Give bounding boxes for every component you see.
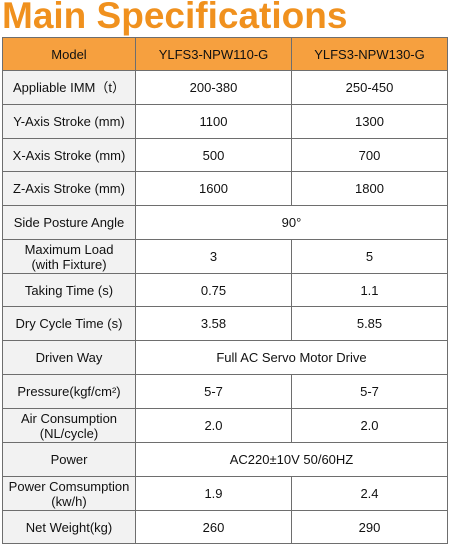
row-label: Dry Cycle Time (s) [2, 306, 136, 341]
row-label: Side Posture Angle [2, 205, 136, 240]
row-value-130: 2.4 [291, 476, 448, 511]
header-model-130: YLFS3-NPW130-G [291, 37, 448, 71]
row-value-130: 1800 [291, 171, 448, 206]
row-value-130: 5-7 [291, 374, 448, 409]
row-value-130: 5 [291, 239, 448, 274]
row-label-line1: Power Comsumption [8, 478, 130, 494]
row-label-line2: (with Fixture) [31, 256, 107, 272]
row-label: Net Weight(kg) [2, 510, 136, 544]
row-value-130: 2.0 [291, 408, 448, 443]
table-row: Pressure(kgf/cm²) 5-7 5-7 [2, 374, 448, 409]
row-label: Z-Axis Stroke (mm) [2, 171, 136, 206]
row-value-merged: AC220±10V 50/60HZ [135, 442, 448, 477]
table-row: Taking Time (s) 0.75 1.1 [2, 273, 448, 307]
row-label-line1: Air Consumption [20, 410, 118, 426]
row-value-merged: 90° [135, 205, 448, 240]
table-row: Air Consumption (NL/cycle) 2.0 2.0 [2, 408, 448, 443]
row-label: Power Comsumption (kw/h) [2, 476, 136, 511]
table-row: Side Posture Angle 90° [2, 205, 448, 240]
table-row: Appliable IMM（t） 200-380 250-450 [2, 70, 448, 105]
table-row: Power Comsumption (kw/h) 1.9 2.4 [2, 476, 448, 511]
table-row: Driven Way Full AC Servo Motor Drive [2, 340, 448, 375]
page-title: Main Specifications [2, 0, 348, 36]
row-value-110: 0.75 [135, 273, 292, 307]
spec-table: Model YLFS3-NPW110-G YLFS3-NPW130-G Appl… [2, 37, 448, 544]
table-row: Z-Axis Stroke (mm) 1600 1800 [2, 171, 448, 206]
row-label: Taking Time (s) [2, 273, 136, 307]
table-row: Maximum Load (with Fixture) 3 5 [2, 239, 448, 274]
row-value-110: 2.0 [135, 408, 292, 443]
header-model-label: Model [2, 37, 136, 71]
row-value-110: 500 [135, 138, 292, 172]
row-value-130: 1300 [291, 104, 448, 139]
row-value-110: 3 [135, 239, 292, 274]
row-value-110: 260 [135, 510, 292, 544]
row-label: Pressure(kgf/cm²) [2, 374, 136, 409]
row-value-130: 290 [291, 510, 448, 544]
table-row: Power AC220±10V 50/60HZ [2, 442, 448, 477]
row-value-130: 250-450 [291, 70, 448, 105]
row-label: Air Consumption (NL/cycle) [2, 408, 136, 443]
row-value-merged: Full AC Servo Motor Drive [135, 340, 448, 375]
row-value-110: 5-7 [135, 374, 292, 409]
table-row: Net Weight(kg) 260 290 [2, 510, 448, 544]
header-model-110: YLFS3-NPW110-G [135, 37, 292, 71]
row-label: X-Axis Stroke (mm) [2, 138, 136, 172]
row-label-line2: (NL/cycle) [39, 425, 99, 441]
row-label: Power [2, 442, 136, 477]
row-value-110: 1100 [135, 104, 292, 139]
table-header-row: Model YLFS3-NPW110-G YLFS3-NPW130-G [2, 37, 448, 71]
row-label: Maximum Load (with Fixture) [2, 239, 136, 274]
row-value-110: 1.9 [135, 476, 292, 511]
row-value-130: 700 [291, 138, 448, 172]
row-value-110: 200-380 [135, 70, 292, 105]
table-row: Dry Cycle Time (s) 3.58 5.85 [2, 306, 448, 341]
table-row: X-Axis Stroke (mm) 500 700 [2, 138, 448, 172]
row-value-110: 3.58 [135, 306, 292, 341]
row-label: Appliable IMM（t） [2, 70, 136, 105]
row-label: Driven Way [2, 340, 136, 375]
table-row: Y-Axis Stroke (mm) 1100 1300 [2, 104, 448, 139]
row-value-130: 1.1 [291, 273, 448, 307]
row-label-line2: (kw/h) [51, 493, 87, 509]
row-label: Y-Axis Stroke (mm) [2, 104, 136, 139]
row-value-130: 5.85 [291, 306, 448, 341]
row-label-line1: Maximum Load [24, 241, 114, 257]
row-value-110: 1600 [135, 171, 292, 206]
